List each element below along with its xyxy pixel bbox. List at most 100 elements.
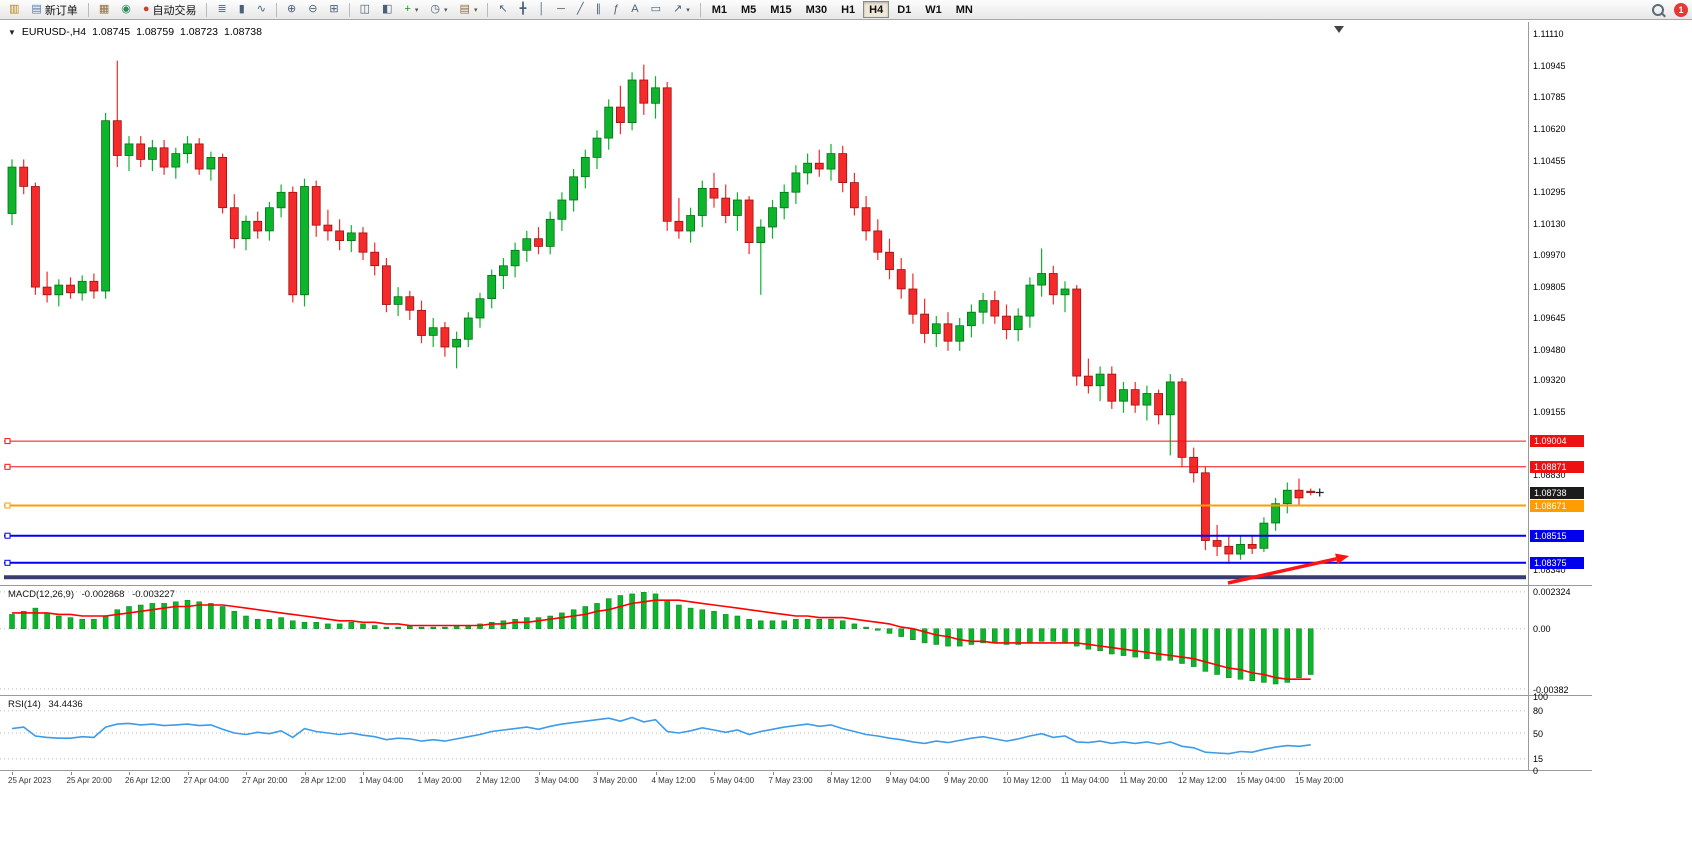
tf-d1-button-label: D1 (897, 3, 912, 16)
chart-menu-icon[interactable]: ▼ (8, 27, 16, 37)
chart-shift-marker[interactable] (1334, 26, 1344, 33)
templates-icon: ▤ (459, 3, 470, 15)
level-lines[interactable] (4, 438, 1526, 580)
line-chart-icon: ∿ (256, 3, 266, 15)
tile-windows-button[interactable]: ⊞ (324, 1, 343, 18)
macd-chart-canvas[interactable] (0, 586, 1528, 695)
profiles-icon: ▦ (98, 3, 110, 15)
price-level-tag: 1.08738 (1530, 486, 1584, 499)
cursor-icon: ↖ (498, 3, 508, 15)
crosshair-button[interactable]: ╋ (515, 1, 532, 18)
time-axis-label: 12 May 12:00 (1178, 776, 1227, 785)
indicators-icon: + (404, 3, 411, 15)
trend-arrow-annotation[interactable] (1227, 553, 1349, 585)
time-axis-tick (948, 772, 949, 775)
tf-w1-button-label: W1 (925, 3, 942, 16)
horizontal-line-button[interactable]: ─ (552, 1, 570, 18)
tf-m1-button[interactable]: M1 (706, 1, 733, 18)
tf-m30-button[interactable]: M30 (800, 1, 833, 18)
profiles-button[interactable]: ▦ (94, 1, 114, 18)
arrows-button[interactable]: ↗ ▾ (668, 1, 695, 18)
text-label-button[interactable]: ▭ (646, 1, 666, 18)
alerts-button[interactable]: ◉ (116, 1, 136, 18)
macd-axis-tick: 0.00 (1533, 624, 1551, 635)
time-axis-tick (12, 772, 13, 775)
toolbar-separator (87, 2, 89, 17)
notification-badge[interactable]: 1 (1674, 3, 1688, 17)
candlestick-chart-button[interactable]: ▮ (234, 1, 250, 18)
line-chart-button[interactable]: ∿ (252, 1, 271, 18)
autotrading-button[interactable]: ● 自动交易 (138, 1, 202, 18)
new-order-button[interactable]: ▤ 新订单 (26, 1, 82, 18)
macd-indicator-label: MACD(12,26,9) -0.002868 -0.003227 (8, 589, 175, 600)
price-axis-tick: 1.10130 (1533, 218, 1566, 229)
periods-icon: ◷ (430, 3, 441, 15)
time-axis-tick (1182, 772, 1183, 775)
autotrading-button-label: 自动交易 (152, 4, 197, 17)
cursor-button[interactable]: ↖ (493, 1, 512, 18)
price-axis-tick: 1.08830 (1533, 470, 1566, 481)
rsi-axis-tick: 50 (1533, 728, 1544, 739)
templates-button[interactable]: ▤ ▾ (455, 1, 483, 18)
tf-h4-button[interactable]: H4 (863, 1, 890, 18)
ohlc-low: 1.08723 (180, 26, 219, 38)
price-level-tag: 1.09004 (1530, 435, 1584, 448)
chevron-down-icon: ▾ (686, 6, 690, 14)
price-axis[interactable]: 1.11110 1.10945 1.10785 1.10620 1.10455 1.102… (1530, 20, 1592, 810)
trendline-button[interactable]: ╱ (572, 1, 589, 18)
indicators-button[interactable]: + ▾ (399, 1, 423, 18)
time-axis-tick (187, 772, 189, 775)
tf-mn-button[interactable]: MN (950, 1, 979, 18)
time-axis[interactable]: 25 Apr 2023 25 Apr 20:00 26 Apr 12:00 27 Ap… (0, 771, 1592, 789)
vertical-line-icon: │ (538, 3, 546, 15)
text-label-icon: ▭ (650, 3, 661, 15)
chevron-down-icon: ▾ (414, 6, 419, 14)
time-axis-label: 1 May 04:00 (359, 776, 404, 785)
chart-area: ▼ EURUSD-,H4 1.08745 1.08759 1.08723 1.0… (0, 20, 1692, 854)
tf-d1-button[interactable]: D1 (891, 1, 917, 18)
ohlc-close: 1.08738 (224, 26, 262, 38)
time-axis-label: 8 May 12:00 (827, 776, 872, 785)
search-button[interactable] (1650, 2, 1666, 18)
time-axis-label: 7 May 23:00 (768, 776, 813, 785)
tf-h4-button-label: H4 (869, 3, 884, 16)
new-chart-button[interactable]: ▥ (4, 1, 24, 18)
macd-signal-line (12, 599, 1311, 680)
bar-chart-button[interactable]: ≣ (212, 1, 231, 18)
data-window-button[interactable]: ◫ (355, 1, 375, 18)
panel-separator[interactable] (0, 585, 1592, 586)
channel-button[interactable]: ∥ (591, 1, 607, 18)
rsi-line (11, 716, 1311, 755)
tf-m30-button-label: M30 (805, 3, 828, 16)
fibonacci-button[interactable]: ƒ (608, 1, 624, 18)
toolbar-separator (699, 2, 701, 17)
rsi-axis-tick: 0 (1533, 765, 1539, 776)
time-axis-tick (480, 772, 481, 775)
chart-symbol-period: EURUSD-,H4 (21, 26, 87, 38)
arrows-icon: ↗ (672, 3, 683, 15)
time-axis-label: 5 May 04:00 (710, 776, 755, 785)
tf-m15-button[interactable]: M15 (764, 1, 797, 18)
periods-button[interactable]: ◷ ▾ (425, 1, 452, 18)
rsi-chart-canvas[interactable] (0, 696, 1528, 770)
chevron-down-icon: ▾ (444, 6, 448, 14)
price-axis-tick: 1.10620 (1533, 123, 1566, 134)
toolbar: ▥ ▤ 新订单 ▦ ◉ ● 自动交易 ≣ ▮ ∿ ⊕ ⊖ ⊞ ◫ ◧ + ▾ ◷ ▾ ▤ ▾ ↖ ╋ │ ─ ╱ ∥ ƒ A ▭ ↗ ▾ M1 M… (0, 0, 1692, 20)
price-chart-canvas[interactable] (0, 22, 1528, 585)
zoom-in-button[interactable]: ⊕ (282, 1, 301, 18)
time-axis-label: 9 May 04:00 (885, 776, 930, 785)
vertical-line-button[interactable]: │ (533, 1, 550, 18)
tf-w1-button[interactable]: W1 (919, 1, 948, 18)
navigator-button[interactable]: ◧ (377, 1, 397, 18)
candlestick-chart-icon: ▮ (238, 3, 245, 15)
panel-separator[interactable] (0, 695, 1592, 696)
time-axis-tick (597, 772, 598, 775)
zoom-out-button[interactable]: ⊖ (303, 1, 322, 18)
tf-h1-button[interactable]: H1 (835, 1, 861, 18)
chart-header: ▼ EURUSD-,H4 1.08745 1.08759 1.08723 1.0… (8, 26, 262, 38)
rsi-axis-tick: 100 (1533, 691, 1549, 702)
tf-m5-button[interactable]: M5 (735, 1, 762, 18)
ohlc-open: 1.08745 (92, 26, 131, 38)
text-button[interactable]: A (626, 1, 643, 18)
chevron-down-icon: ▾ (473, 6, 478, 14)
